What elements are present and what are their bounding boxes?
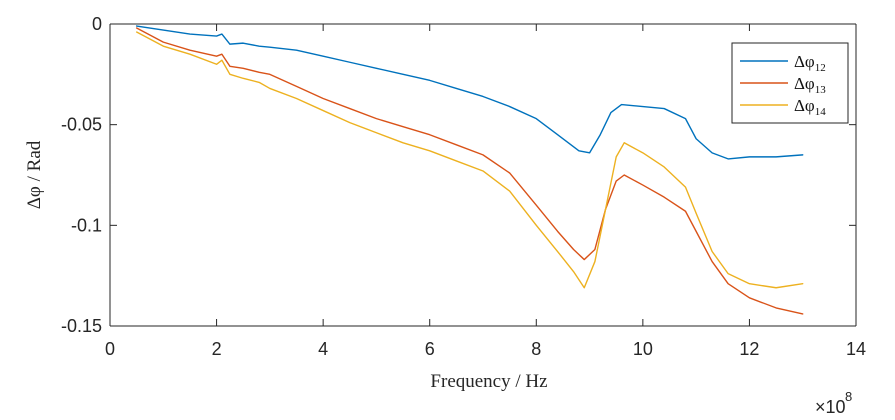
x-tick-label: 10 [633,339,653,359]
series-line-12 [135,25,804,160]
y-tick-label: -0.05 [61,115,102,135]
y-tick-label: 0 [92,14,102,34]
y-axis-label: Δφ / Rad [24,140,45,209]
x-axis-multiplier-exponent: 8 [845,389,852,404]
x-axis-multiplier: ×10 8 [815,389,852,417]
x-tick-label: 8 [531,339,541,359]
x-axis-multiplier-base: ×10 [815,397,846,417]
legend-label-14: Δφ14 [794,96,826,118]
y-tick-label: -0.15 [61,316,102,336]
x-tick-label: 6 [425,339,435,359]
axes-layer [109,23,857,327]
x-tick-label: 4 [318,339,328,359]
x-tick-label: 0 [105,339,115,359]
legend-label-13: Δφ13 [794,74,826,96]
legend-label-12: Δφ12 [794,52,826,74]
series-line-13 [135,27,804,315]
y-tick-label: -0.1 [71,215,102,235]
ticks-layer: 0 2 4 6 8 10 12 14 0 -0.05 -0.1 -0.15 [61,14,866,359]
series-line-14 [135,31,804,289]
series-layer [135,25,804,315]
x-tick-label: 12 [739,339,759,359]
x-tick-label: 14 [846,339,866,359]
x-axis-label: Frequency / Hz [430,371,547,392]
x-tick-label: 2 [212,339,222,359]
